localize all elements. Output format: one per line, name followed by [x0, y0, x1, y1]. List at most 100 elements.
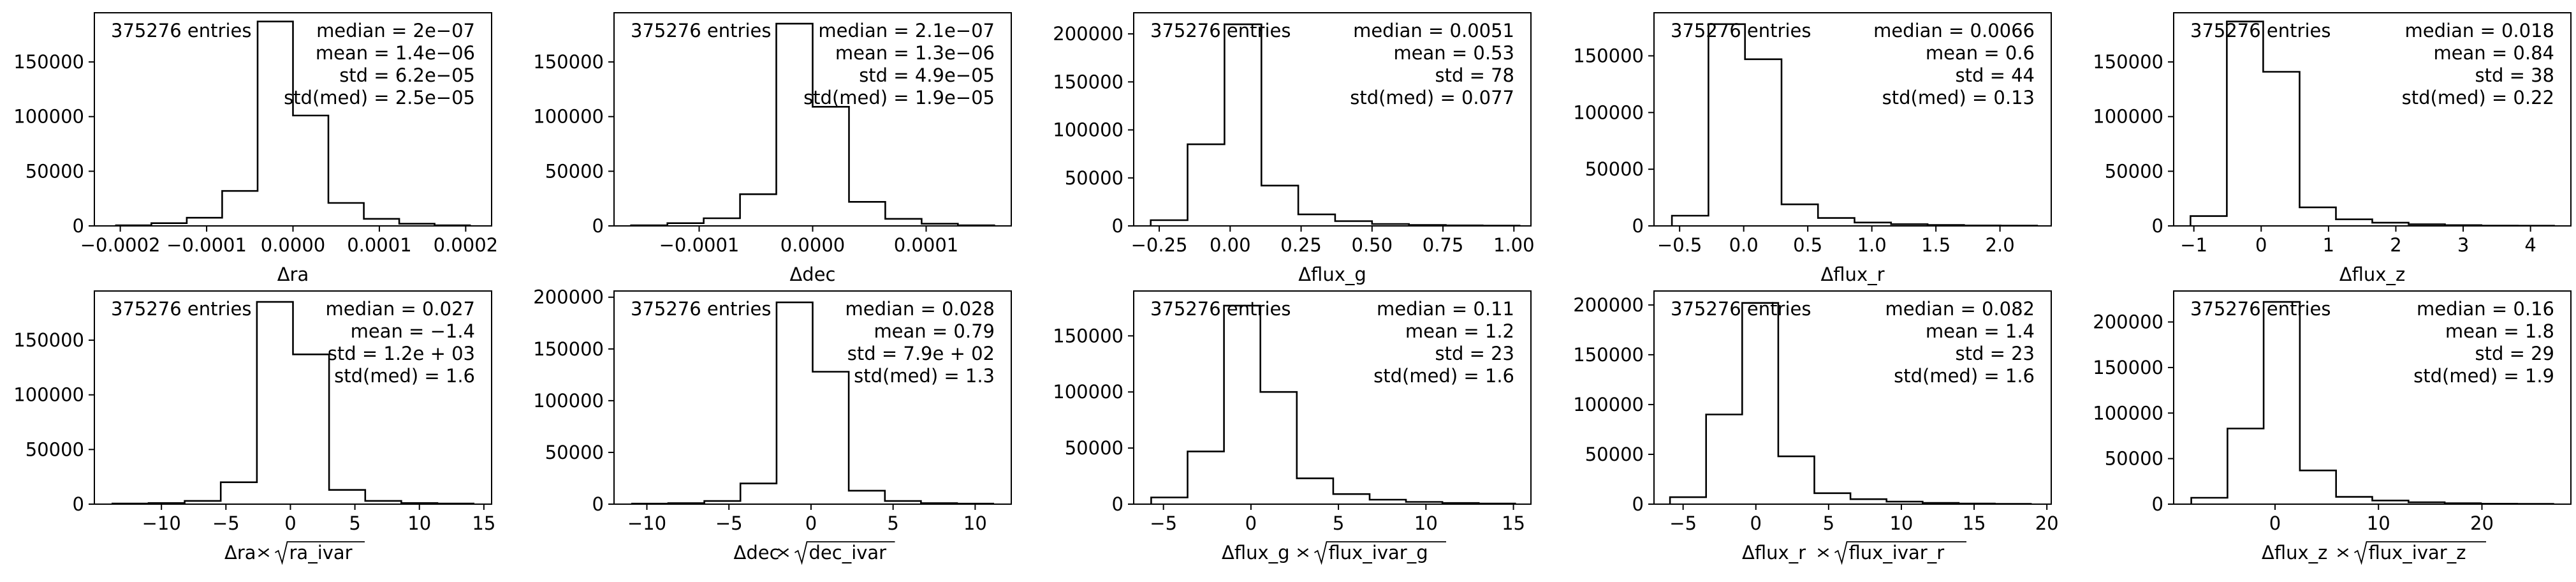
x-tick-label: 0.50: [1352, 234, 1393, 256]
stat-line: median = 0.027: [326, 298, 475, 320]
stat-line: std(med) = 1.6: [1373, 365, 1514, 387]
y-tick-label: 200000: [2093, 311, 2163, 333]
x-tick-label: −0.0001: [659, 234, 740, 256]
x-tick-label: 5: [1333, 512, 1344, 534]
x-tick-label: 0: [1245, 512, 1257, 534]
histogram-panel-5: −1 0 1 2 3 4 0 50000 100000 150000 Δflux_z 375276 e…: [2093, 12, 2572, 285]
x-tick-label: 0.0000: [261, 234, 325, 256]
x-axis-label: Δflux_r: [1820, 264, 1884, 285]
x-axis-label-ivar: flux_ivar_r: [1849, 542, 1945, 563]
stat-line: std(med) = 1.9: [2413, 365, 2554, 387]
x-tick-label: 0.0000: [780, 234, 845, 256]
x-tick-label: 0: [805, 512, 817, 534]
stat-line: std(med) = 2.5e−05: [284, 87, 475, 108]
x-tick-label: 0.0: [1729, 234, 1759, 256]
x-tick-label: 10: [2367, 512, 2390, 534]
stat-line: mean = 1.3e−06: [835, 42, 995, 64]
x-tick-label: 5: [349, 512, 360, 534]
x-axis-label: Δflux_g: [1298, 264, 1366, 285]
axes-frame: [2173, 12, 2572, 227]
sqrt-sign: [1314, 541, 1446, 565]
stat-line: median = 0.082: [1885, 298, 2035, 320]
entries-label: 375276 entries: [631, 298, 771, 320]
x-tick-label: −0.25: [1131, 234, 1188, 256]
y-tick-label: 100000: [2093, 402, 2163, 424]
histogram-panel-6: −10 −5 0 5 10 15 0 50000 100000 150000 Δra ra_ivar 3…: [13, 290, 495, 565]
y-tick-label: 50000: [545, 442, 604, 463]
stat-line: std(med) = 1.3: [854, 365, 995, 387]
x-tick-label: 4: [2524, 234, 2536, 256]
stat-line: std = 44: [1955, 64, 2035, 86]
histogram-step-line: [115, 20, 471, 227]
y-tick-label: 0: [1112, 215, 1123, 237]
stat-line: std(med) = 1.9e−05: [803, 87, 995, 108]
histogram-step-line: [1150, 304, 1516, 505]
y-tick-label: 50000: [26, 160, 84, 182]
y-tick-label: 0: [1632, 215, 1644, 237]
stat-line: std(med) = 0.13: [1882, 87, 2035, 108]
entries-label: 375276 entries: [1150, 298, 1291, 320]
x-tick-label: −0.5: [1657, 234, 1702, 256]
histogram-panel-4: −0.5 0.0 0.5 1.0 1.5 2.0 0 50000 100000 150000 Δfl…: [1573, 12, 2052, 285]
stat-line: median = 2.1e−07: [818, 20, 995, 41]
y-tick-label: 200000: [533, 287, 604, 308]
x-tick-label: −0.0001: [166, 234, 247, 256]
stat-line: mean = 0.6: [1926, 42, 2035, 64]
y-tick-label: 0: [1112, 493, 1123, 515]
y-tick-label: 0: [2152, 215, 2163, 237]
stat-line: median = 0.028: [845, 298, 995, 320]
x-tick-label: −10: [142, 512, 181, 534]
y-tick-label: 0: [592, 215, 604, 237]
stat-line: median = 2e−07: [316, 20, 475, 41]
stat-line: std(med) = 1.6: [334, 365, 475, 387]
entries-label: 375276 entries: [111, 20, 251, 41]
x-tick-label: −0.0002: [80, 234, 161, 256]
histogram-panel-2: −0.0001 0.0000 0.0001 0 50000 100000 150000 Δde…: [533, 12, 1012, 285]
axes-frame: [1133, 12, 1532, 227]
x-axis-label-ivar: dec_ivar: [809, 542, 887, 563]
stat-line: mean = 1.8: [2445, 320, 2554, 342]
y-tick-label: 100000: [533, 106, 604, 128]
x-tick-label: 0: [1750, 512, 1762, 534]
x-tick-label: 0.0001: [347, 234, 411, 256]
y-tick-label: 150000: [1573, 344, 1644, 366]
stat-line: median = 0.11: [1377, 298, 1514, 320]
y-tick-label: 150000: [2093, 51, 2163, 73]
entries-label: 375276 entries: [1671, 298, 1811, 320]
y-tick-label: 50000: [545, 160, 604, 182]
stat-line: std = 7.9e + 02: [847, 343, 995, 364]
histogram-panel-7: −10 −5 0 5 10 0 50000 100000 150000 200000 Δdec dec…: [533, 287, 1012, 565]
y-tick-label: 100000: [1573, 101, 1644, 123]
stat-line: std = 4.9e−05: [859, 64, 995, 86]
entries-label: 375276 entries: [2190, 20, 2331, 41]
x-tick-label: 1.00: [1493, 234, 1535, 256]
y-tick-label: 0: [2152, 493, 2163, 515]
x-tick-label: 2.0: [1986, 234, 2015, 256]
x-axis-label-ivar: ra_ivar: [289, 542, 353, 563]
y-tick-label: 150000: [533, 51, 604, 73]
x-axis-label-quantity: Δflux_g: [1222, 542, 1290, 563]
x-tick-label: 0.0002: [434, 234, 498, 256]
y-tick-label: 50000: [1065, 437, 1123, 459]
x-tick-label: 10: [963, 512, 987, 534]
y-tick-label: 50000: [2105, 448, 2163, 470]
x-axis-label: Δflux_z: [2339, 264, 2405, 285]
stat-line: std = 29: [2475, 343, 2554, 364]
x-tick-label: 1: [2323, 234, 2334, 256]
sqrt-sign: [1834, 541, 1966, 565]
y-tick-label: 100000: [13, 106, 84, 128]
x-axis-label-quantity: Δflux_r: [1742, 542, 1806, 563]
x-axis-label-ivar: flux_ivar_g: [1329, 542, 1428, 563]
x-tick-label: 20: [2470, 512, 2494, 534]
y-tick-label: 150000: [1573, 45, 1644, 67]
y-tick-label: 50000: [1585, 158, 1644, 180]
y-tick-label: 100000: [1573, 394, 1644, 415]
y-tick-label: 150000: [13, 329, 84, 351]
stat-line: median = 0.16: [2417, 298, 2554, 320]
y-tick-label: 150000: [13, 51, 84, 73]
y-tick-label: 150000: [533, 338, 604, 360]
x-tick-label: 0: [2255, 234, 2267, 256]
stat-line: mean = 0.53: [1393, 42, 1514, 64]
x-tick-label: 0: [2269, 512, 2281, 534]
histogram-panel-1: −0.0002 −0.0001 0.0000 0.0001 0.0002 0 50000 10…: [13, 12, 498, 285]
